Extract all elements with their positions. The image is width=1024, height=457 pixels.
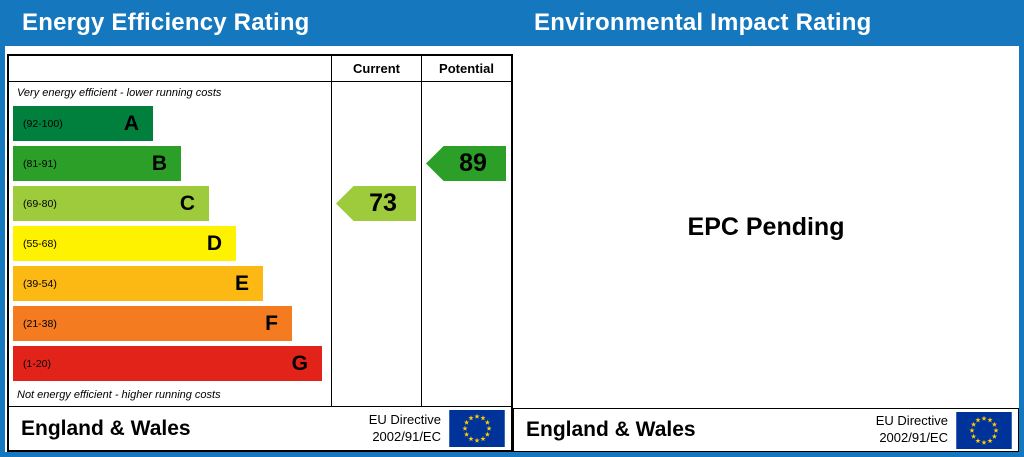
eu-flag-icon [956,411,1012,449]
current-rating-value: 73 [369,189,397,217]
band-range-b: (81-91) [23,157,57,170]
band-range-f: (21-38) [23,317,57,330]
energy-rating-chart: Current Potential Very energy efficient … [7,54,513,452]
band-row-f: (21-38) F [13,306,327,341]
band-row-d: (55-68) D [13,226,327,261]
energy-efficiency-title: Energy Efficiency Rating [22,9,310,36]
left-region-label: England & Wales [21,416,191,440]
column-header-row: Current Potential [9,56,511,82]
top-note: Very energy efficient - lower running co… [17,87,222,99]
band-bar-e: (39-54) E [13,266,263,301]
band-range-d: (55-68) [23,237,57,250]
potential-column: 89 [421,82,511,406]
eu-flag-icon [449,410,505,447]
band-bar-d: (55-68) D [13,226,236,261]
current-rating-arrow: 73 [336,186,416,221]
band-bar-g: (1-20) G [13,346,322,381]
band-range-c: (69-80) [23,197,57,210]
right-footer: England & Wales EU Directive 2002/91/EC [513,408,1019,452]
band-bar-f: (21-38) F [13,306,292,341]
left-eu-directive-line2: 2002/91/EC [372,428,441,444]
potential-column-header: Potential [421,56,511,81]
pending-body: EPC Pending [513,46,1019,408]
band-row-e: (39-54) E [13,266,327,301]
right-eu-directive-text: EU Directive 2002/91/EC [876,413,948,447]
left-eu-directive-line1: EU Directive [368,411,441,427]
band-row-g: (1-20) G [13,346,327,381]
band-row-b: (81-91) B [13,146,327,181]
chart-row: Very energy efficient - lower running co… [9,82,511,406]
band-row-a: (92-100) A [13,106,327,141]
current-column-header: Current [331,56,421,81]
band-letter-f: F [265,311,278,335]
band-range-a: (92-100) [23,117,63,130]
band-range-g: (1-20) [23,357,52,370]
band-bar-a: (92-100) A [13,106,153,141]
right-region-label: England & Wales [526,418,696,441]
right-eu-directive-line1: EU Directive [875,413,948,429]
band-bar-c: (69-80) C [13,186,209,221]
environmental-impact-panel: EPC Pending England & Wales EU Directive… [513,46,1019,452]
header-bar: Energy Efficiency Rating Environmental I… [0,0,1024,46]
bottom-note: Not energy efficient - higher running co… [17,389,221,401]
chart-header-spacer [9,56,331,81]
band-letter-e: E [234,271,249,295]
right-eu-directive-line2: 2002/91/EC [879,430,948,445]
energy-efficiency-panel: Current Potential Very energy efficient … [5,46,513,452]
band-letter-d: D [206,231,222,255]
potential-rating-arrow: 89 [426,146,506,181]
environmental-impact-title: Environmental Impact Rating [534,9,872,36]
left-footer: England & Wales EU Directive 2002/91/EC [9,406,511,450]
potential-rating-value: 89 [459,149,487,177]
current-column: 73 [331,82,421,406]
band-range-e: (39-54) [23,277,57,290]
epc-pending-text: EPC Pending [687,212,845,241]
band-bar-b: (81-91) B [13,146,181,181]
main-area: Current Potential Very energy efficient … [5,46,1019,452]
left-eu-directive-text: EU Directive 2002/91/EC [369,412,441,446]
band-letter-a: A [123,111,139,135]
band-letter-c: C [179,191,195,215]
bands-area: Very energy efficient - lower running co… [9,82,331,406]
band-letter-b: B [151,151,167,175]
band-row-c: (69-80) C [13,186,327,221]
band-letter-g: G [291,351,308,375]
